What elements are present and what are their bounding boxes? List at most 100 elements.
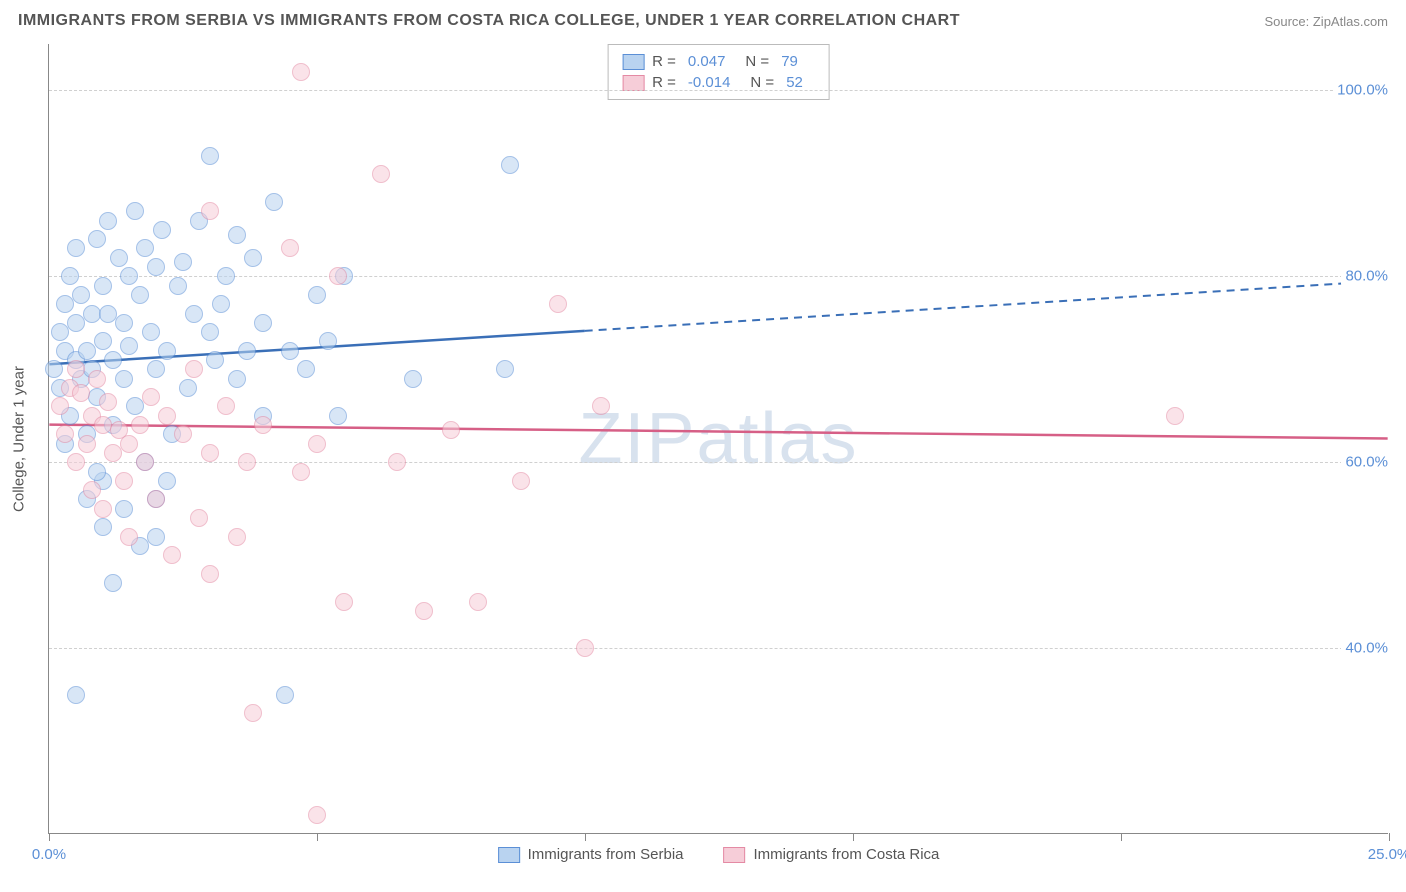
- data-point: [72, 384, 90, 402]
- data-point: [147, 258, 165, 276]
- data-point: [201, 147, 219, 165]
- data-point: [67, 686, 85, 704]
- data-point: [501, 156, 519, 174]
- data-point: [56, 425, 74, 443]
- data-point: [142, 323, 160, 341]
- legend-r-serbia: 0.047: [688, 53, 726, 70]
- data-point: [67, 314, 85, 332]
- data-point: [372, 165, 390, 183]
- series-legend-costarica: Immigrants from Costa Rica: [724, 846, 940, 863]
- data-point: [115, 500, 133, 518]
- data-point: [99, 305, 117, 323]
- data-point: [158, 472, 176, 490]
- data-point: [72, 286, 90, 304]
- data-point: [78, 342, 96, 360]
- data-point: [174, 425, 192, 443]
- data-point: [110, 249, 128, 267]
- data-point: [335, 593, 353, 611]
- data-point: [308, 435, 326, 453]
- legend-r-label: R =: [652, 74, 676, 91]
- legend-r-costarica: -0.014: [688, 74, 731, 91]
- data-point: [319, 332, 337, 350]
- data-point: [142, 388, 160, 406]
- data-point: [1166, 407, 1184, 425]
- data-point: [576, 639, 594, 657]
- data-point: [158, 407, 176, 425]
- data-point: [115, 472, 133, 490]
- data-point: [201, 565, 219, 583]
- gridline-h: [49, 276, 1388, 277]
- data-point: [388, 453, 406, 471]
- data-point: [292, 63, 310, 81]
- data-point: [99, 212, 117, 230]
- x-tick: [1121, 833, 1122, 841]
- data-point: [201, 202, 219, 220]
- source-label: Source: ZipAtlas.com: [1264, 14, 1388, 29]
- chart-title: IMMIGRANTS FROM SERBIA VS IMMIGRANTS FRO…: [18, 12, 960, 30]
- data-point: [404, 370, 422, 388]
- data-point: [185, 305, 203, 323]
- data-point: [179, 379, 197, 397]
- data-point: [163, 546, 181, 564]
- data-point: [297, 360, 315, 378]
- data-point: [206, 351, 224, 369]
- data-point: [120, 435, 138, 453]
- data-point: [174, 253, 192, 271]
- legend-n-label: N =: [745, 53, 769, 70]
- x-tick: [585, 833, 586, 841]
- data-point: [136, 239, 154, 257]
- data-point: [147, 528, 165, 546]
- y-tick-label: 80.0%: [1341, 268, 1392, 285]
- data-point: [265, 193, 283, 211]
- y-tick-label: 60.0%: [1341, 454, 1392, 471]
- data-point: [185, 360, 203, 378]
- data-point: [120, 337, 138, 355]
- data-point: [276, 686, 294, 704]
- data-point: [94, 332, 112, 350]
- data-point: [83, 481, 101, 499]
- data-point: [158, 342, 176, 360]
- data-point: [308, 286, 326, 304]
- y-axis-label: College, Under 1 year: [11, 366, 28, 512]
- data-point: [115, 370, 133, 388]
- data-point: [88, 230, 106, 248]
- data-point: [201, 444, 219, 462]
- data-point: [244, 704, 262, 722]
- data-point: [415, 602, 433, 620]
- correlation-legend: R = 0.047 N = 79 R = -0.014 N = 52: [607, 44, 830, 100]
- data-point: [120, 267, 138, 285]
- data-point: [61, 267, 79, 285]
- data-point: [217, 267, 235, 285]
- swatch-costarica: [622, 75, 644, 91]
- data-point: [115, 314, 133, 332]
- data-point: [512, 472, 530, 490]
- data-point: [292, 463, 310, 481]
- data-point: [244, 249, 262, 267]
- legend-n-serbia: 79: [781, 53, 798, 70]
- data-point: [281, 342, 299, 360]
- data-point: [126, 202, 144, 220]
- data-point: [329, 267, 347, 285]
- series-legend: Immigrants from Serbia Immigrants from C…: [498, 846, 940, 863]
- series-name-costarica: Immigrants from Costa Rica: [754, 846, 940, 863]
- data-point: [67, 239, 85, 257]
- data-point: [442, 421, 460, 439]
- data-point: [104, 574, 122, 592]
- data-point: [153, 221, 171, 239]
- data-point: [67, 453, 85, 471]
- data-point: [308, 806, 326, 824]
- x-tick-label: 25.0%: [1368, 846, 1406, 863]
- x-tick-label: 0.0%: [32, 846, 66, 863]
- data-point: [592, 397, 610, 415]
- data-point: [126, 397, 144, 415]
- data-point: [56, 295, 74, 313]
- x-tick: [317, 833, 318, 841]
- data-point: [94, 500, 112, 518]
- data-point: [131, 286, 149, 304]
- data-point: [131, 416, 149, 434]
- data-point: [88, 370, 106, 388]
- data-point: [88, 463, 106, 481]
- data-point: [496, 360, 514, 378]
- plot-area: College, Under 1 year ZIPatlas R = 0.047…: [48, 44, 1388, 834]
- swatch-serbia: [622, 54, 644, 70]
